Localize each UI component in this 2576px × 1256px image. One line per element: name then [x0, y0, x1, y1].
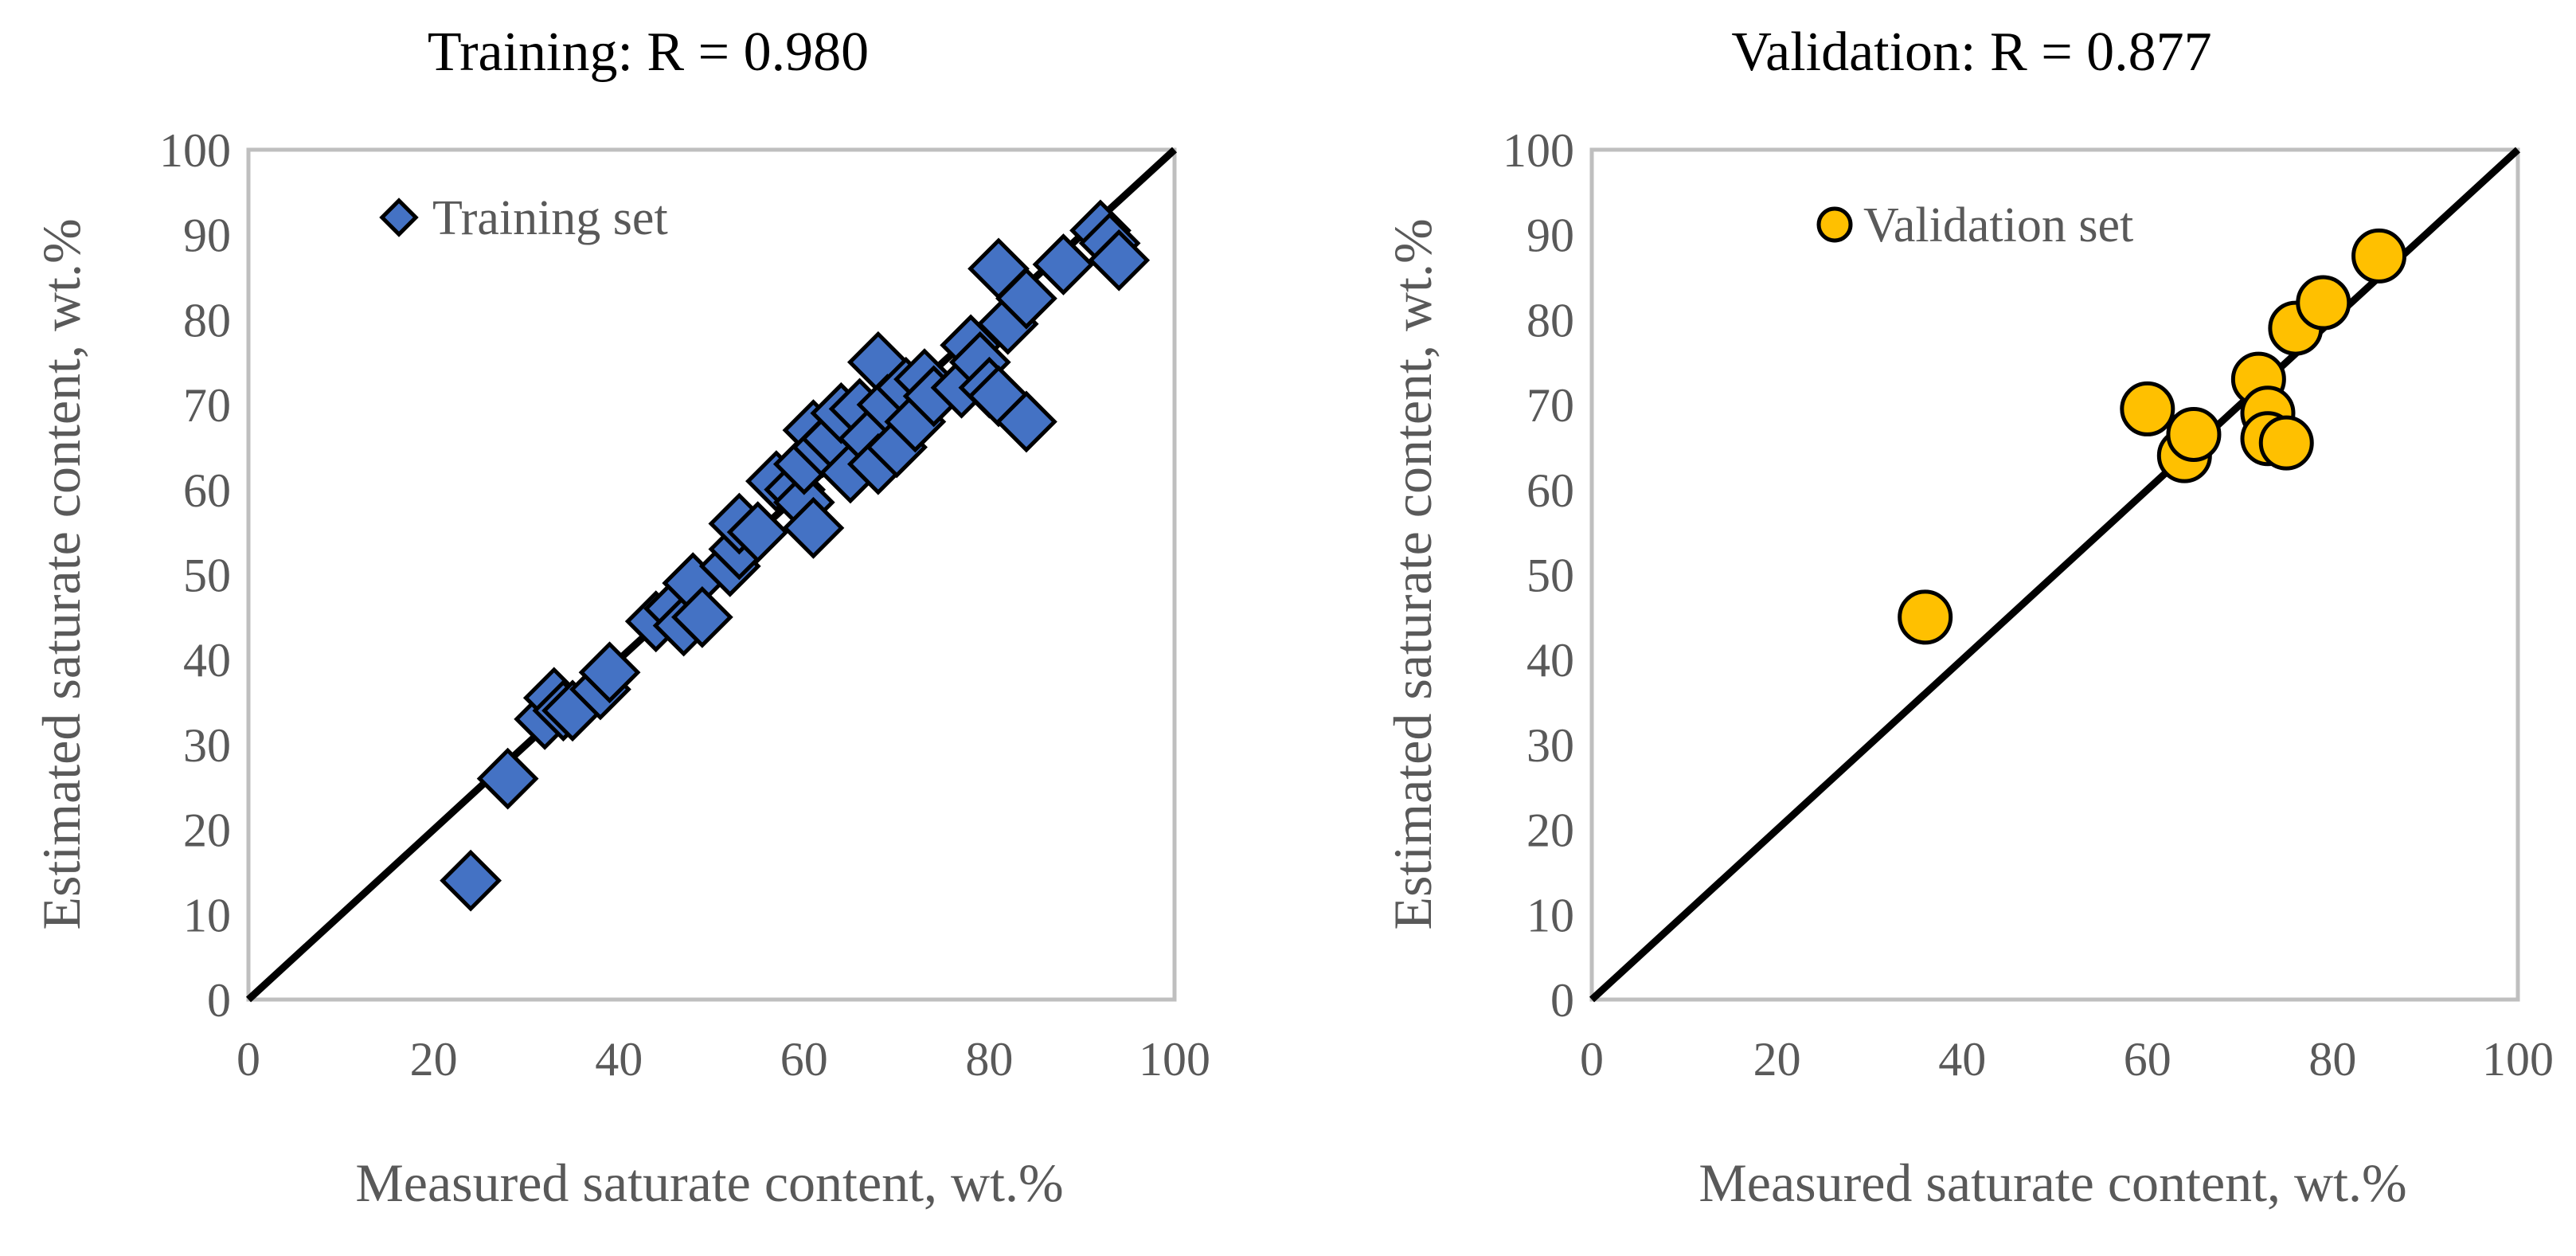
validation-x-tick-label: 40 — [1938, 1033, 1986, 1086]
validation-y-tick-label: 10 — [1526, 889, 1574, 941]
training-data-point — [476, 747, 539, 810]
training-y-tick-label: 0 — [207, 974, 231, 1027]
training-data-point — [440, 849, 502, 912]
training-data-point — [1032, 233, 1095, 295]
validation-y-tick-label: 60 — [1526, 464, 1574, 517]
training-x-tick-label: 20 — [410, 1033, 458, 1086]
training-y-tick-label: 50 — [183, 550, 231, 602]
validation-y-tick-label: 80 — [1526, 294, 1574, 346]
validation-y-tick-label: 70 — [1526, 379, 1574, 432]
validation-y-axis-label: Estimated saturate content, wt.% — [1382, 218, 1443, 929]
training-y-tick-label: 90 — [183, 209, 231, 262]
validation-y-tick-label: 90 — [1526, 209, 1574, 262]
training-y-tick-label: 40 — [183, 634, 231, 687]
training-data-point — [995, 267, 1057, 330]
validation-y-tick-label: 30 — [1526, 719, 1574, 772]
training-x-ticks: 0 20 40 60 80 100 — [236, 1033, 1210, 1086]
training-x-tick-label: 0 — [236, 1033, 260, 1086]
training-x-axis-label: Measured saturate content, wt.% — [355, 1152, 1063, 1213]
training-y-ticks: 0 10 20 30 40 50 60 70 80 90 100 — [159, 124, 231, 1027]
legend-circle-marker — [1816, 206, 1853, 243]
validation-data-point — [2166, 406, 2222, 462]
training-y-tick-label: 10 — [183, 889, 231, 941]
training-chart-title: Training: R = 0.980 — [428, 22, 869, 83]
validation-x-tick-label: 20 — [1753, 1033, 1801, 1086]
validation-points — [1898, 228, 2407, 645]
validation-y-tick-label: 20 — [1526, 804, 1574, 857]
training-data-point — [670, 585, 733, 648]
validation-data-point — [2120, 381, 2175, 436]
validation-data-point — [2296, 275, 2351, 331]
validation-chart: Validation: R = 0.877 0 20 40 60 80 100 0 10 20… — [1382, 22, 2554, 1213]
training-x-tick-label: 80 — [965, 1033, 1013, 1086]
training-y-axis-label: Estimated saturate content, wt.% — [31, 218, 92, 929]
validation-y-tick-label: 50 — [1526, 550, 1574, 602]
validation-data-point — [1898, 589, 1953, 645]
validation-y-tick-label: 0 — [1550, 974, 1574, 1027]
training-data-point — [1088, 229, 1151, 292]
training-x-tick-label: 40 — [595, 1033, 643, 1086]
training-x-tick-label: 60 — [780, 1033, 828, 1086]
training-x-tick-label: 100 — [1139, 1033, 1210, 1086]
validation-x-ticks: 0 20 40 60 80 100 — [1580, 1033, 2554, 1086]
training-y-tick-label: 70 — [183, 379, 231, 432]
training-y-tick-label: 100 — [159, 124, 231, 177]
training-y-tick-label: 60 — [183, 464, 231, 517]
training-legend-label: Training set — [432, 191, 668, 245]
training-data-point — [995, 390, 1057, 453]
validation-x-tick-label: 80 — [2308, 1033, 2356, 1086]
training-points — [440, 199, 1151, 912]
validation-chart-title: Validation: R = 0.877 — [1731, 22, 2211, 83]
training-y-tick-label: 30 — [183, 719, 231, 772]
validation-plot-frame — [1589, 147, 2520, 1002]
validation-legend-label: Validation set — [1863, 198, 2133, 252]
validation-x-tick-label: 100 — [2482, 1033, 2554, 1086]
training-y-tick-label: 20 — [183, 804, 231, 857]
training-plot-frame — [246, 147, 1177, 1002]
validation-data-point — [2258, 415, 2314, 471]
validation-y-tick-label: 40 — [1526, 634, 1574, 687]
training-y-tick-label: 80 — [183, 294, 231, 346]
training-data-point — [726, 501, 789, 564]
validation-identity-line — [1589, 147, 2521, 1003]
validation-x-tick-label: 0 — [1580, 1033, 1604, 1086]
training-chart: Training: R = 0.980 0 20 40 60 80 100 0 10 20 30… — [31, 22, 1210, 1213]
validation-data-point — [2351, 228, 2407, 284]
validation-x-tick-label: 60 — [2124, 1033, 2171, 1086]
training-legend: Training set — [379, 191, 668, 245]
training-data-point — [782, 496, 845, 559]
training-data-point — [578, 641, 641, 704]
validation-y-ticks: 0 10 20 30 40 50 60 70 80 90 100 — [1503, 124, 1574, 1027]
validation-x-axis-label: Measured saturate content, wt.% — [1698, 1152, 2406, 1213]
validation-legend: Validation set — [1816, 198, 2133, 252]
validation-y-tick-label: 100 — [1503, 124, 1574, 177]
legend-diamond-marker — [379, 198, 419, 237]
